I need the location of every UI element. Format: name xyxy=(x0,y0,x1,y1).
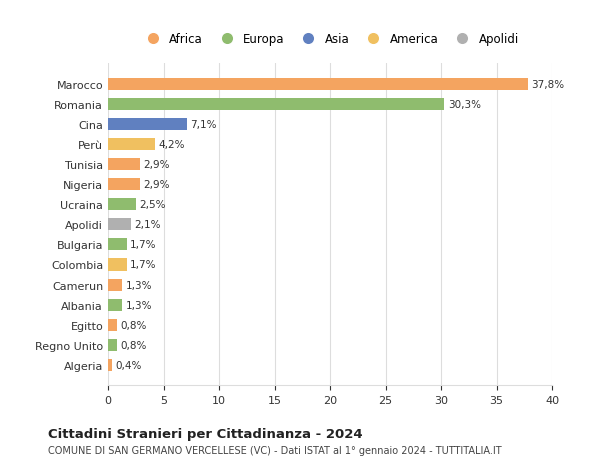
Bar xyxy=(108,159,140,171)
Bar xyxy=(108,299,122,311)
Bar xyxy=(108,259,127,271)
Text: 2,9%: 2,9% xyxy=(143,160,170,170)
Text: 2,1%: 2,1% xyxy=(134,220,161,230)
Bar xyxy=(108,139,155,151)
Bar xyxy=(108,99,445,111)
Bar xyxy=(108,79,527,91)
Text: COMUNE DI SAN GERMANO VERCELLESE (VC) - Dati ISTAT al 1° gennaio 2024 - TUTTITAL: COMUNE DI SAN GERMANO VERCELLESE (VC) - … xyxy=(48,445,502,455)
Text: 4,2%: 4,2% xyxy=(158,140,184,150)
Text: Cittadini Stranieri per Cittadinanza - 2024: Cittadini Stranieri per Cittadinanza - 2… xyxy=(48,427,362,440)
Bar xyxy=(108,119,187,131)
Text: 7,1%: 7,1% xyxy=(190,120,217,130)
Bar xyxy=(108,199,136,211)
Text: 1,3%: 1,3% xyxy=(126,280,152,290)
Text: 2,9%: 2,9% xyxy=(143,180,170,190)
Text: 30,3%: 30,3% xyxy=(448,100,481,110)
Text: 37,8%: 37,8% xyxy=(531,80,564,90)
Bar xyxy=(108,359,112,371)
Text: 0,8%: 0,8% xyxy=(120,340,146,350)
Text: 1,3%: 1,3% xyxy=(126,300,152,310)
Text: 1,7%: 1,7% xyxy=(130,260,157,270)
Text: 0,8%: 0,8% xyxy=(120,320,146,330)
Bar xyxy=(108,179,140,191)
Bar xyxy=(108,319,117,331)
Text: 2,5%: 2,5% xyxy=(139,200,166,210)
Text: 0,4%: 0,4% xyxy=(116,360,142,370)
Legend: Africa, Europa, Asia, America, Apolidi: Africa, Europa, Asia, America, Apolidi xyxy=(136,28,524,51)
Bar xyxy=(108,339,117,351)
Bar xyxy=(108,239,127,251)
Bar xyxy=(108,219,131,231)
Bar xyxy=(108,279,122,291)
Text: 1,7%: 1,7% xyxy=(130,240,157,250)
